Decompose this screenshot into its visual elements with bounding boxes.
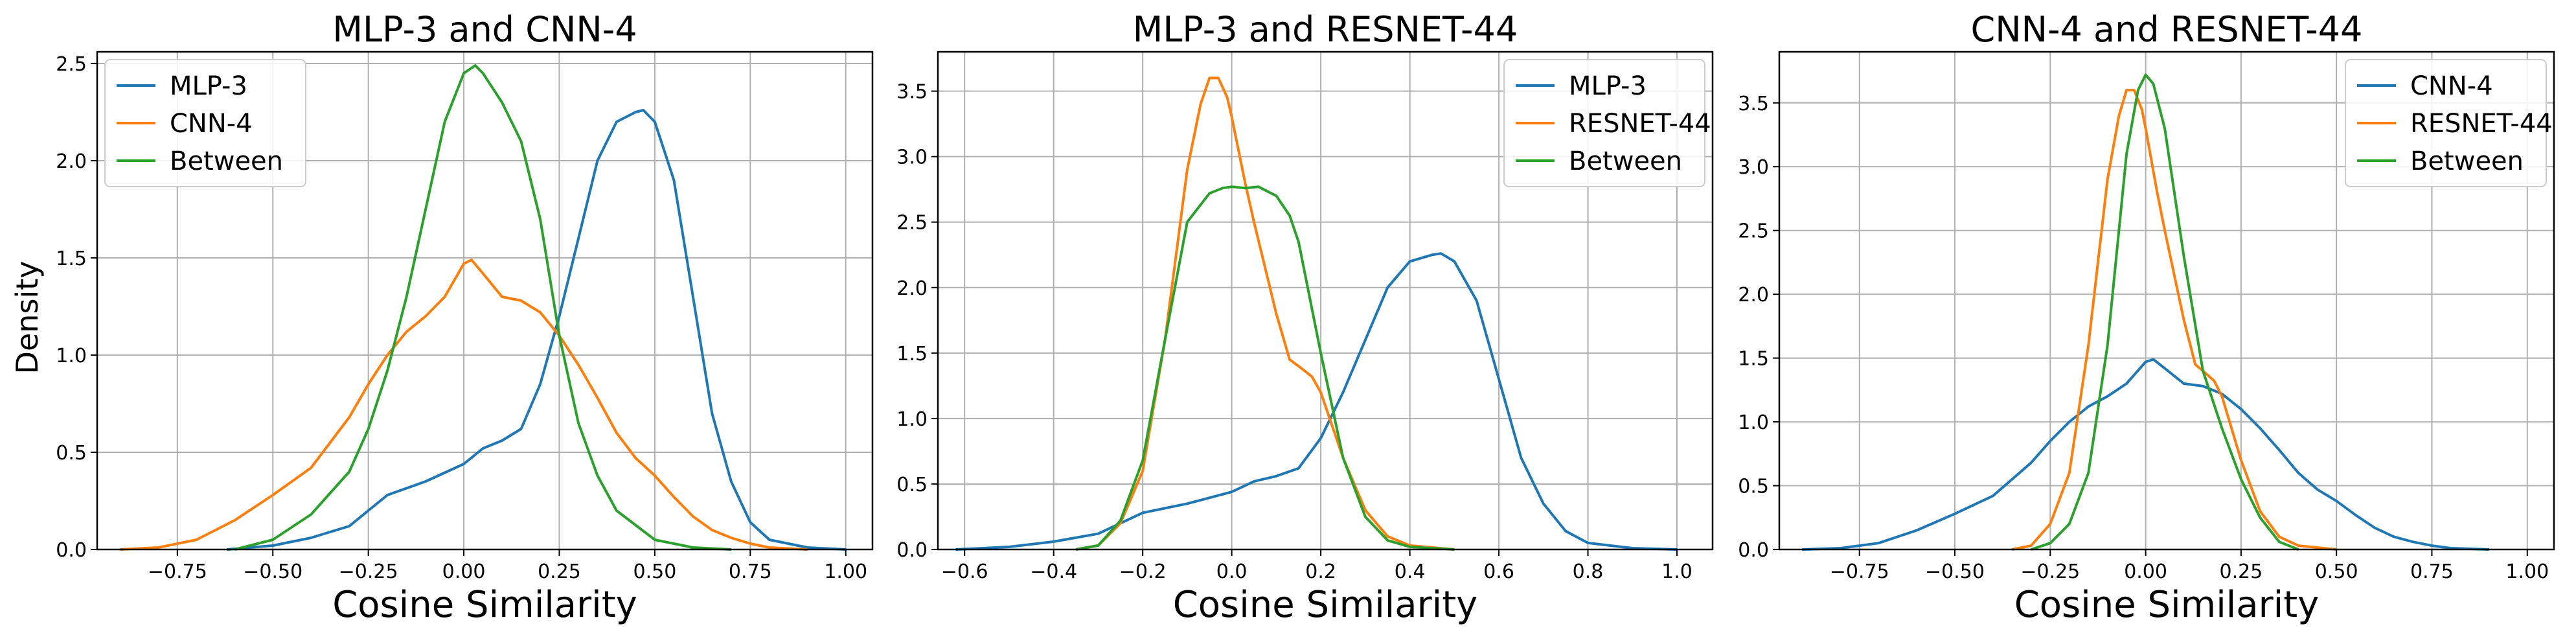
plot-frame: [1778, 51, 2555, 551]
y-tick-label: 1.5: [1738, 348, 1769, 371]
legend-label: Between: [170, 146, 283, 176]
y-tick-label: 1.5: [56, 248, 87, 270]
legend: MLP-3 RESNET-44 Between: [1503, 59, 1711, 187]
y-tick-label: 2.0: [56, 150, 87, 173]
y-tick-label: 0.5: [56, 442, 87, 465]
y-tick-label: 3.5: [896, 81, 928, 104]
legend-label: RESNET-44: [1569, 109, 1711, 139]
x-tick-label: −0.25: [2020, 560, 2080, 583]
legend-box: [1503, 59, 1705, 187]
series-line-mlp-3: [955, 252, 1678, 551]
legend-label: MLP-3: [1569, 71, 1647, 101]
y-tick-label: 1.0: [56, 345, 87, 367]
y-tick-label: 2.5: [1738, 220, 1769, 243]
chart-panel-2: −0.6 −0.4 −0.2 0.0 0.2 0.4 0.6 0.8 1.0 0.0 0.5 1.0 1…: [896, 9, 1714, 626]
x-axis-label: Cosine Similarity: [1173, 584, 1478, 626]
x-tick-label: 0.25: [2219, 560, 2263, 583]
chart-panel-1: −0.75 −0.50 −0.25 0.00 0.25 0.50 0.75 1.00 0.0 0.…: [56, 9, 874, 626]
x-tick-label: 0.75: [729, 560, 772, 583]
y-tick-label: 2.5: [56, 53, 87, 76]
y-tick-label: 0.5: [1738, 476, 1769, 498]
legend-label: MLP-3: [170, 71, 247, 101]
plot-frame: [937, 51, 1714, 551]
x-tick-label: −0.50: [1925, 560, 1985, 583]
y-tick-label: 0.0: [56, 539, 87, 562]
legend-label: CNN-4: [170, 109, 253, 139]
legend-box: [2345, 59, 2547, 187]
y-tick-label: 1.5: [896, 343, 928, 365]
y-axis-label: Density: [10, 261, 45, 375]
series-line-resnet-44: [2012, 89, 2337, 551]
series-line-between: [1075, 185, 1455, 551]
x-tick-label: 0.75: [2410, 560, 2454, 583]
chart-title: MLP-3 and RESNET-44: [1133, 9, 1518, 50]
series-line-cnn-4: [1802, 358, 2489, 551]
x-tick-label: 0.50: [2315, 560, 2358, 583]
x-tick-label: 0.8: [1573, 560, 1604, 583]
legend-label: CNN-4: [2410, 71, 2493, 101]
x-tick-label: 1.00: [2505, 560, 2549, 583]
x-tick-label: −0.4: [1030, 560, 1077, 583]
y-tick-label: 2.5: [896, 212, 928, 235]
x-tick-label: 0.0: [1216, 560, 1248, 583]
legend: MLP-3 CNN-4 Between: [104, 59, 306, 187]
y-tick-label: 1.0: [1738, 411, 1769, 434]
legend-label: Between: [2410, 146, 2524, 176]
y-tick-label: 3.0: [1738, 156, 1769, 179]
x-tick-label: 0.6: [1483, 560, 1514, 583]
legend-label: Between: [1569, 146, 1682, 176]
x-axis-label: Cosine Similarity: [332, 584, 637, 626]
x-tick-label: −0.50: [243, 560, 302, 583]
x-tick-label: −0.2: [1119, 560, 1167, 583]
plot-frame: [96, 51, 874, 551]
y-tick-label: 0.0: [1738, 539, 1769, 562]
y-tick-label: 0.0: [896, 539, 928, 562]
x-tick-label: −0.75: [1830, 560, 1889, 583]
x-tick-label: 1.00: [824, 560, 867, 583]
legend-label: RESNET-44: [2410, 109, 2553, 139]
x-tick-label: 0.50: [633, 560, 676, 583]
x-tick-label: 0.4: [1395, 560, 1426, 583]
x-tick-label: 0.2: [1305, 560, 1336, 583]
y-tick-label: 0.5: [896, 474, 928, 496]
series-line-between: [234, 64, 731, 551]
x-tick-label: −0.6: [941, 560, 988, 583]
x-axis-label: Cosine Similarity: [2014, 584, 2320, 626]
y-tick-label: 3.5: [1738, 93, 1769, 115]
y-tick-label: 3.0: [896, 146, 928, 169]
legend: CNN-4 RESNET-44 Between: [2345, 59, 2553, 187]
x-tick-label: −0.25: [339, 560, 398, 583]
x-tick-label: 0.25: [538, 560, 581, 583]
x-tick-label: −0.75: [148, 560, 207, 583]
y-tick-label: 2.0: [896, 277, 928, 300]
chart-title: CNN-4 and RESNET-44: [1971, 9, 2363, 50]
chart-title: MLP-3 and CNN-4: [332, 9, 637, 50]
y-tick-label: 1.0: [896, 408, 928, 431]
x-tick-label: 0.00: [2124, 560, 2167, 583]
series-line-between: [2031, 73, 2299, 551]
y-tick-label: 2.0: [1738, 284, 1769, 306]
legend-box: [104, 59, 306, 187]
series-line-mlp-3: [227, 109, 846, 551]
series-line-cnn-4: [120, 259, 808, 551]
x-tick-label: 0.00: [442, 560, 486, 583]
chart-panel-3: −0.75 −0.50 −0.25 0.00 0.25 0.50 0.75 1.00 0.0 0.…: [1738, 9, 2555, 626]
x-tick-label: 1.0: [1661, 560, 1693, 583]
